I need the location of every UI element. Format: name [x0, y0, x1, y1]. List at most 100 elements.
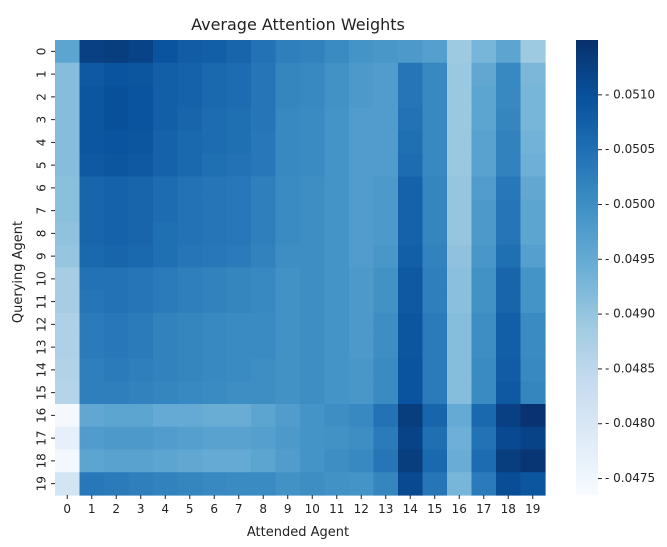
heatmap-cell — [471, 267, 497, 291]
heatmap-cell — [496, 40, 522, 64]
heatmap-cell — [349, 290, 375, 314]
heatmap-cell — [300, 40, 326, 64]
heatmap-cell — [471, 358, 497, 382]
heatmap-cell — [226, 335, 252, 360]
heatmap-cell — [422, 358, 448, 382]
colorbar-tick-label: - 0.0480 — [605, 416, 655, 430]
heatmap-cell — [300, 153, 326, 178]
heatmap-cell — [496, 472, 522, 496]
heatmap-cell — [251, 40, 277, 64]
heatmap-cell — [177, 176, 203, 200]
heatmap-cell — [373, 404, 399, 428]
heatmap-cell — [177, 40, 203, 64]
heatmap-cell — [422, 449, 448, 473]
heatmap-cell — [55, 85, 81, 109]
x-axis-label: Attended Agent — [247, 525, 349, 540]
chart-title: Average Attention Weights — [191, 15, 405, 34]
heatmap-cell — [55, 290, 81, 314]
heatmap-cell — [55, 222, 81, 246]
heatmap-cell — [251, 290, 277, 314]
heatmap-cell — [226, 267, 252, 291]
heatmap-cell — [422, 222, 448, 246]
heatmap-cell — [300, 449, 326, 473]
heatmap-cell — [55, 267, 81, 291]
x-tick-label: 19 — [525, 502, 540, 516]
heatmap-cell — [398, 153, 424, 178]
heatmap-cell — [251, 449, 277, 473]
x-axis-ticks: 0 1 2 3 4 5 6 7 8 9 10 11 12 13 14 15 16 17 18 19 — [63, 495, 540, 516]
heatmap-cell — [177, 108, 203, 132]
x-tick-label: 18 — [501, 502, 516, 516]
y-tick-label: 17 — [35, 430, 49, 445]
heatmap-cell — [79, 335, 105, 360]
y-tick-label: 15 — [35, 385, 49, 400]
heatmap-cell — [349, 313, 375, 337]
heatmap-cell — [373, 358, 399, 382]
heatmap-cell — [398, 472, 424, 496]
heatmap-cell — [422, 40, 448, 64]
heatmap-cell — [275, 153, 301, 178]
heatmap-cell — [202, 153, 228, 178]
heatmap-cell — [300, 108, 326, 132]
heatmap-cell — [275, 290, 301, 314]
heatmap-cell — [496, 313, 522, 337]
heatmap-cell — [324, 222, 350, 246]
heatmap-cell — [251, 199, 277, 223]
heatmap-cell — [177, 426, 203, 451]
heatmap-cell — [447, 131, 473, 155]
heatmap-cell — [177, 335, 203, 360]
heatmap-cell — [251, 222, 277, 246]
heatmap-cell — [324, 40, 350, 64]
heatmap-cell — [104, 108, 130, 132]
heatmap-cell — [177, 131, 203, 155]
heatmap-cell — [202, 267, 228, 291]
heatmap-cell — [202, 199, 228, 223]
heatmap-cell — [226, 40, 252, 64]
heatmap-cell — [153, 426, 179, 451]
heatmap-cell — [275, 449, 301, 473]
heatmap-cell — [177, 153, 203, 178]
heatmap-cell — [128, 199, 154, 223]
heatmap-cell — [324, 381, 350, 405]
heatmap-cell — [496, 449, 522, 473]
heatmap-cell — [520, 426, 546, 451]
heatmap-cell — [373, 449, 399, 473]
heatmap-cell — [79, 313, 105, 337]
heatmap-cell — [55, 358, 81, 382]
y-tick-label: 10 — [35, 271, 49, 286]
y-tick-label: 3 — [35, 116, 49, 124]
heatmap-cell — [226, 85, 252, 109]
heatmap-cell — [251, 404, 277, 428]
y-axis-label: Querying Agent — [11, 221, 26, 323]
heatmap-cell — [398, 199, 424, 223]
heatmap-cell — [55, 62, 81, 87]
heatmap-cell — [373, 381, 399, 405]
heatmap-cell — [373, 313, 399, 337]
heatmap-cell — [153, 108, 179, 132]
heatmap-cell — [226, 199, 252, 223]
heatmap-cell — [300, 199, 326, 223]
heatmap-cell — [55, 449, 81, 473]
heatmap-cell — [177, 472, 203, 496]
heatmap-cell — [79, 358, 105, 382]
colorbar-tick-label: - 0.0495 — [605, 252, 655, 266]
heatmap-cell — [153, 62, 179, 87]
heatmap-cell — [202, 381, 228, 405]
colorbar-tick-label: - 0.0510 — [605, 87, 655, 101]
heatmap-cell — [128, 335, 154, 360]
heatmap-cell — [153, 290, 179, 314]
heatmap-cell — [251, 62, 277, 87]
heatmap-cell — [349, 404, 375, 428]
heatmap-cell — [104, 222, 130, 246]
heatmap-cell — [422, 199, 448, 223]
heatmap-cell — [471, 472, 497, 496]
heatmap-cell — [471, 131, 497, 155]
heatmap-cell — [104, 176, 130, 200]
heatmap-cell — [422, 62, 448, 87]
x-tick-label: 17 — [476, 502, 491, 516]
heatmap-cell — [177, 62, 203, 87]
heatmap-cell — [373, 222, 399, 246]
colorbar-tick-label: - 0.0490 — [605, 307, 655, 321]
heatmap-cell — [128, 381, 154, 405]
